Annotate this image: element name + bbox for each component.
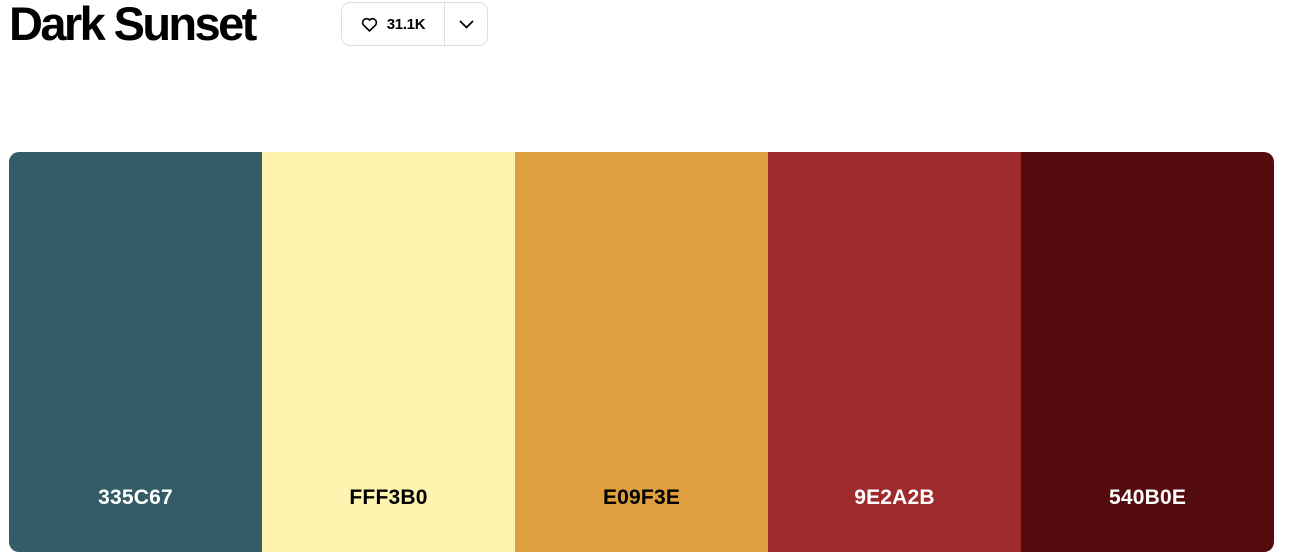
color-hex-label: E09F3E bbox=[602, 486, 681, 509]
color-palette: 335C67 FFF3B0 E09F3E 9E2A2B 540B0E bbox=[9, 152, 1274, 552]
color-swatch[interactable]: 9E2A2B bbox=[768, 152, 1021, 552]
color-swatch[interactable]: FFF3B0 bbox=[262, 152, 515, 552]
color-hex-label: FFF3B0 bbox=[349, 486, 428, 509]
like-button[interactable]: 31.1K bbox=[342, 3, 445, 45]
chevron-down-icon bbox=[459, 20, 474, 29]
like-count: 31.1K bbox=[386, 15, 426, 33]
color-swatch[interactable]: E09F3E bbox=[515, 152, 768, 552]
more-options-button[interactable] bbox=[445, 3, 487, 45]
palette-title: Dark Sunset bbox=[9, 0, 257, 50]
color-hex-label: 335C67 bbox=[98, 486, 173, 509]
heart-icon bbox=[361, 17, 378, 32]
color-swatch[interactable]: 540B0E bbox=[1021, 152, 1274, 552]
color-swatch[interactable]: 335C67 bbox=[9, 152, 262, 552]
color-hex-label: 540B0E bbox=[1108, 486, 1187, 509]
color-hex-label: 9E2A2B bbox=[854, 486, 935, 509]
palette-header: Dark Sunset 31.1K bbox=[0, 0, 1296, 60]
like-button-group: 31.1K bbox=[341, 2, 488, 46]
